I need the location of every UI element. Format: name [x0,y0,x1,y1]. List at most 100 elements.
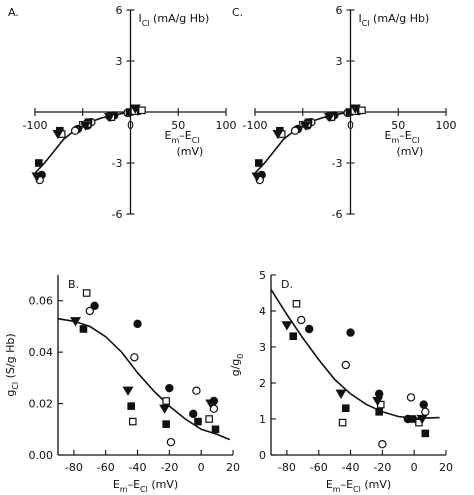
data-point-filled-triangle [104,112,115,123]
data-point-filled-triangle [272,129,284,140]
panel-label: C. [232,6,243,19]
data-point-filled-triangle [70,317,81,327]
x-tick-label: -100 [23,119,48,132]
x-axis-units: (mV) [177,145,204,158]
y-tick-label: 3 [116,55,123,68]
data-point-open-circle [406,393,416,402]
y-tick-label: 0.00 [29,449,54,462]
data-point-open-square [138,106,146,115]
data-point-filled-triangle [80,121,92,131]
x-label-main: E [326,478,333,491]
data-point-filled-square [79,325,88,333]
data-point-open-square [205,415,213,423]
x-label-mid: –E [399,129,412,142]
panel-label: D. [281,278,293,291]
data-point-open-circle [166,437,176,447]
data-point-open-circle [378,440,387,449]
x-tick-label: 0 [347,119,354,132]
y-label-sub: Cl [11,382,20,390]
data-point-filled-triangle [31,172,43,182]
x-label-mid: –E [341,478,354,491]
x-label-sub: Cl [412,136,420,145]
y-tick-label: -3 [332,157,343,170]
x-tick-label: 100 [216,119,237,132]
x-tick-label: 0 [127,119,134,132]
data-point-filled-circle [419,400,428,409]
data-point-open-circle [209,404,219,413]
x-tick-label: -80 [65,461,83,474]
x-label-units: (mV) [361,478,391,491]
x-axis-label: Em–ECl (mV) [326,478,391,494]
y-tick-label: 0.06 [29,295,54,308]
x-label-sub: Cl [192,136,200,145]
data-point-filled-square [289,332,298,341]
x-label-mid: –E [179,129,192,142]
panel-label: B. [68,278,79,291]
x-axis-label: Em–ECl [165,129,200,145]
x-label-sub: Cl [353,485,361,494]
y-tick-label: 6 [116,4,123,17]
y-label-rest: (mA/g Hb) [150,12,210,25]
data-point-filled-square [211,425,220,434]
data-point-filled-square [194,417,202,426]
data-point-filled-triangle [281,321,293,331]
data-point-filled-triangle [52,129,64,140]
data-point-open-circle [341,360,350,370]
x-label-sub: Cl [140,485,148,494]
x-tick-label: -100 [243,119,268,132]
y-tick-label: -6 [332,208,343,221]
y-tick-label: 5 [259,269,266,282]
y-tick-label: -6 [112,208,123,221]
data-point-filled-square [421,429,430,438]
data-point-filled-circle [133,319,142,329]
y-axis-label: ICl (mA/g Hb) [139,12,210,28]
x-tick-label: -60 [310,461,328,474]
y-label-main: g [4,390,17,397]
data-point-open-circle [192,386,201,395]
data-point-filled-triangle [416,414,428,425]
data-point-filled-square [162,420,170,428]
y-tick-label: 6 [336,4,343,17]
y-tick-label: 2 [259,377,266,390]
data-point-filled-triangle [251,172,263,182]
data-point-open-circle [421,407,430,416]
y-tick-label: 3 [259,341,266,354]
data-point-open-circle [85,306,95,316]
data-point-open-circle [130,353,139,362]
x-tick-label: 100 [436,119,457,132]
y-label-rest: (S/g Hb) [4,333,17,382]
data-point-filled-triangle [122,386,134,396]
data-point-open-circle [70,126,80,135]
data-point-open-square [82,289,91,297]
y-axis-label: g/g0 [229,354,245,377]
y-tick-label: 4 [259,305,266,318]
data-point-filled-triangle [205,399,217,409]
x-tick-label: -60 [97,461,115,474]
x-label-main: E [385,129,392,142]
x-label-sub: m [333,485,341,494]
x-label-sub: m [171,136,179,145]
data-point-filled-circle [189,409,198,419]
x-tick-label: -40 [129,461,147,474]
x-tick-label: -40 [342,461,360,474]
x-label-main: E [113,478,120,491]
data-point-filled-square [35,159,43,167]
y-tick-label: 3 [336,55,343,68]
x-tick-label: 0 [411,461,418,474]
y-axis-label: gCl (S/g Hb) [4,333,20,396]
data-point-filled-triangle [324,112,335,123]
data-point-filled-triangle [372,396,384,407]
x-tick-label: -80 [278,461,296,474]
data-point-filled-circle [90,301,99,311]
x-tick-label: -20 [160,461,178,474]
data-point-open-square [128,417,137,426]
data-point-open-square [292,300,301,308]
data-point-filled-square [375,408,383,416]
x-tick-label: -20 [373,461,391,474]
data-point-open-circle [290,126,300,135]
fit-curve [270,288,440,420]
